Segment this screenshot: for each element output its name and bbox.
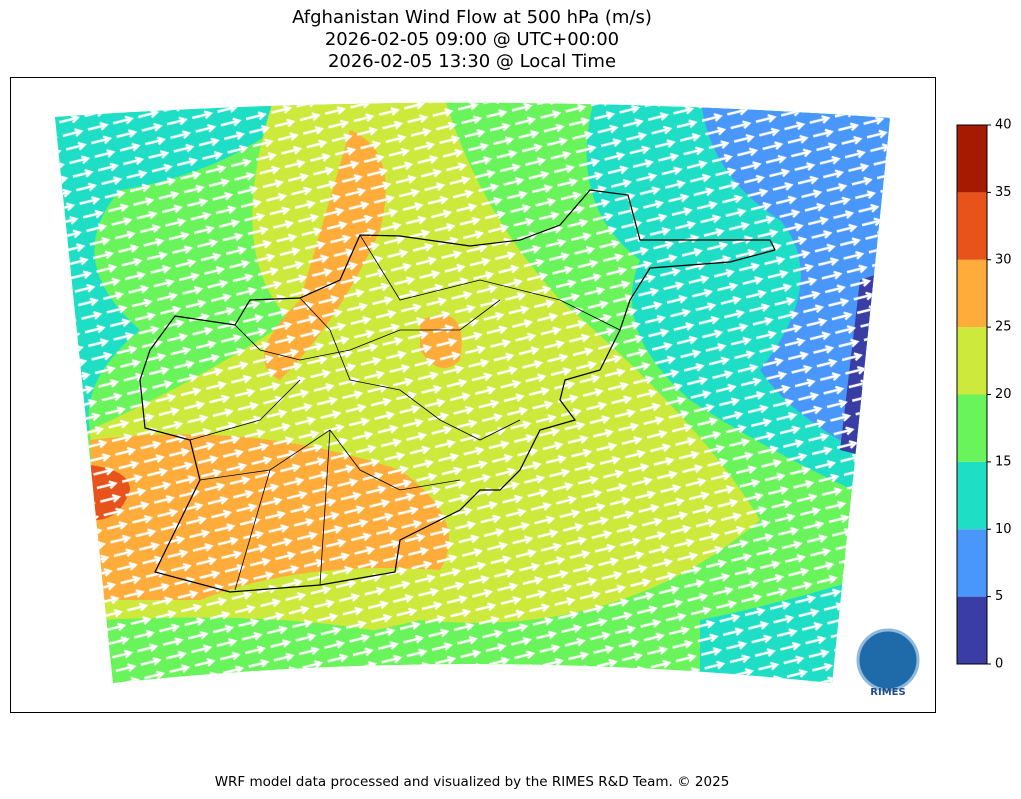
colorbar-band — [957, 461, 987, 530]
colorbar-tick-label: 0 — [995, 657, 1003, 672]
colorbar-tick-label: 10 — [995, 522, 1012, 537]
colorbar-tick-label: 40 — [995, 118, 1012, 133]
country-border — [139, 189, 776, 593]
colorbar-band — [957, 192, 987, 260]
colorbar-band — [957, 394, 987, 462]
colorbar-band — [957, 596, 987, 664]
colorbar-tick-label: 30 — [995, 252, 1012, 267]
colorbar-band — [957, 259, 987, 328]
province-borders — [189, 234, 621, 591]
footer: WRF model data processed and visualized … — [215, 774, 730, 790]
wind-field — [55, 102, 890, 683]
colorbar-tick-label: 35 — [995, 185, 1012, 200]
logo-text: RIMES — [870, 687, 905, 698]
colorbar-tick-label: 25 — [995, 320, 1012, 335]
colorbar: 0 5 10 15 20 25 30 35 40 — [956, 118, 1012, 672]
colorbar-band — [957, 529, 987, 597]
colorbar-tick-label: 15 — [995, 454, 1012, 469]
title-line: 2026-02-05 09:00 @ UTC+00:00 — [325, 29, 619, 50]
title-line: Afghanistan Wind Flow at 500 hPa (m/s) — [292, 7, 652, 28]
title-line: 2026-02-05 13:30 @ Local Time — [328, 51, 616, 72]
colorbar-band — [957, 327, 987, 395]
logo — [856, 628, 920, 692]
colorbar-tick-label: 20 — [995, 387, 1012, 402]
colorbar-tick-label: 5 — [995, 589, 1003, 604]
colorbar-band — [957, 125, 987, 193]
